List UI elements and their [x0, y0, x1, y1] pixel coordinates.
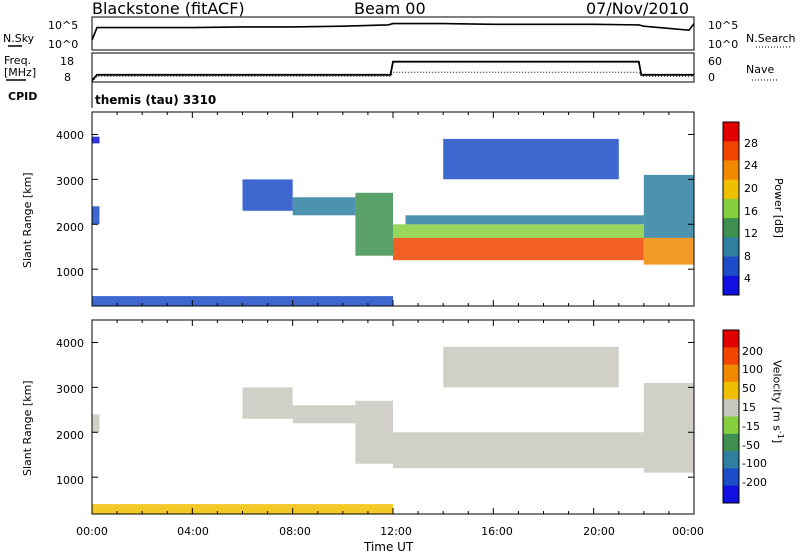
nsearch-tick-bottom: 10^0	[708, 38, 739, 51]
nsky-label: N.Sky	[3, 32, 35, 45]
velocity-scatter-region	[355, 400, 393, 464]
nave-label: Nave	[746, 63, 775, 76]
velocity-colorbar-segment	[723, 485, 739, 504]
power-cb-tick: 8	[744, 250, 751, 263]
velocity-colorbar-segment	[723, 330, 739, 348]
x-tick-label: 16:00	[481, 525, 513, 538]
velocity-cb-tick: -100	[742, 457, 767, 470]
power-scatter-region	[92, 136, 100, 144]
x-tick-label: 04:00	[177, 525, 209, 538]
power-scatter-region	[443, 138, 619, 180]
velocity-scatter-region	[443, 346, 619, 388]
cpid-label: CPID	[8, 90, 38, 103]
power-scatter-region	[92, 296, 393, 306]
velocity-ytick: 4000	[56, 337, 84, 350]
velocity-colorbar-frame	[722, 329, 740, 504]
date-title: 07/Nov/2010	[586, 0, 690, 18]
freq-panel-frame	[91, 52, 695, 83]
power-colorbar-segment	[723, 122, 739, 142]
nsearch-tick-top: 10^5	[708, 19, 739, 32]
nsearch-label: N.Search	[746, 32, 796, 45]
velocity-colorbar-segment	[723, 468, 739, 487]
noise-panel-frame	[91, 16, 695, 51]
velocity-colorbar-segment	[723, 451, 739, 469]
velocity-scatter-region	[92, 504, 393, 514]
velocity-ytick: 3000	[56, 383, 84, 396]
station-title: Blackstone (fitACF)	[92, 0, 245, 18]
velocity-cb-tick: 50	[742, 382, 756, 395]
power-colorbar-frame	[722, 121, 740, 296]
power-colorbar-segment	[723, 179, 739, 200]
velocity-cb-tick: -200	[742, 476, 767, 489]
velocity-colorbar-segment	[723, 381, 739, 400]
nave-line	[91, 71, 694, 83]
power-cb-tick: 20	[744, 182, 758, 195]
velocity-colorbar-segment	[723, 399, 739, 417]
velocity-cb-tick: 15	[742, 401, 756, 414]
power-scatter-region	[292, 197, 356, 216]
velocity-scatter-region	[643, 382, 694, 473]
velocity-ytick: 2000	[56, 429, 84, 442]
x-tick-label: 00:00	[672, 525, 704, 538]
cpid-text: themis (tau) 3310	[95, 93, 217, 107]
power-ytick: 2000	[56, 221, 84, 234]
power-colorbar-segment	[723, 275, 739, 296]
power-colorbar-segment	[723, 218, 739, 238]
power-scatter-region	[242, 179, 293, 211]
power-cb-tick: 28	[744, 137, 758, 150]
velocity-colorbar-segment	[723, 416, 739, 435]
power-ytick: 1000	[56, 266, 84, 279]
x-axis-label: Time UT	[364, 540, 414, 554]
velocity-colorbar-segment	[723, 364, 739, 383]
power-colorbar-segment	[723, 141, 739, 161]
power-colorbar-segment	[723, 256, 739, 277]
nsky-line	[91, 22, 695, 41]
power-scatter-region	[355, 192, 393, 256]
power-scatter-region	[643, 174, 694, 238]
power-scatter-region	[92, 206, 100, 225]
beam-title: Beam 00	[354, 0, 426, 18]
nave-tick-top: 60	[708, 55, 722, 68]
velocity-colorbar-segment	[723, 433, 739, 452]
freq-tick-bottom: 8	[64, 71, 71, 84]
velocity-cb-tick: -50	[742, 439, 760, 452]
power-colorbar-segment	[723, 198, 739, 219]
power-colorbar-segment	[723, 160, 739, 181]
freq-label-line2: [MHz]	[4, 66, 37, 79]
velocity-scatter-region	[292, 405, 356, 424]
nsky-tick-bottom: 10^0	[48, 38, 79, 51]
velocity-cb-tick: 100	[742, 363, 763, 376]
x-tick-label: 08:00	[279, 525, 311, 538]
power-cb-tick: 12	[744, 227, 758, 240]
power-scatter-region	[393, 237, 644, 261]
velocity-scatter-region	[393, 432, 644, 469]
power-cb-tick: 4	[744, 272, 751, 285]
power-scatter-region	[643, 237, 694, 265]
power-ytick: 3000	[56, 175, 84, 188]
x-tick-label: 12:00	[380, 525, 412, 538]
power-ytick: 4000	[56, 129, 84, 142]
freq-label-line1: Freq.	[4, 54, 32, 67]
nave-tick-bottom: 0	[708, 71, 715, 84]
velocity-scatter-region	[242, 387, 293, 419]
nsky-tick-top: 10^5	[48, 19, 79, 32]
power-cb-tick: 24	[744, 159, 758, 172]
x-tick-label: 20:00	[583, 525, 615, 538]
velocity-ytick: 1000	[56, 474, 84, 487]
power-colorbar-segment	[723, 237, 739, 257]
freq-tick-top: 18	[60, 55, 74, 68]
velocity-scatter-region	[92, 414, 100, 433]
power-cb-tick: 16	[744, 205, 758, 218]
velocity-cb-tick: 200	[742, 345, 763, 358]
power-scatter-region	[393, 224, 644, 238]
freq-line	[91, 60, 694, 82]
x-tick-label: 00:00	[76, 525, 108, 538]
velocity-cb-tick: -15	[742, 420, 760, 433]
velocity-colorbar-segment	[723, 347, 739, 366]
power-scatter-region	[405, 215, 644, 225]
